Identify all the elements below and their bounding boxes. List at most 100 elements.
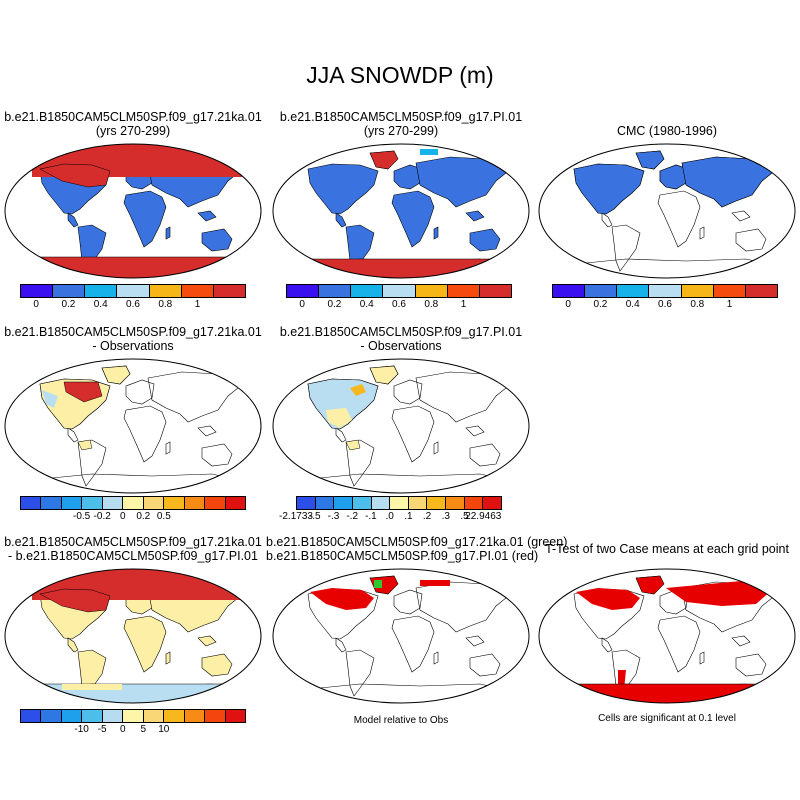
panel-7-title-line2: b.e21.B1850CAM5CLM50SP.f09_g17.PI.01 (re… bbox=[266, 549, 539, 563]
colorbar-tick-label: -0.2 bbox=[93, 511, 111, 522]
colorbar-swatch bbox=[164, 710, 185, 722]
colorbar-tick-label: .5 bbox=[460, 511, 469, 522]
colorbar-swatch bbox=[41, 497, 62, 509]
colorbar-swatch bbox=[352, 497, 372, 509]
panel-3-title: CMC (1980-1996) bbox=[536, 124, 798, 138]
colorbar-swatch bbox=[102, 710, 124, 722]
map-panel-8 bbox=[538, 568, 796, 704]
colorbar-swatch bbox=[351, 285, 384, 297]
colorbar-tick-label: 0.2 bbox=[593, 299, 608, 310]
colorbar-tick-label: 0.5 bbox=[156, 511, 171, 522]
colorbar-swatch bbox=[649, 285, 682, 297]
colorbar-tick-label: .2 bbox=[422, 511, 432, 522]
colorbar-tick-label: .0 bbox=[385, 511, 394, 522]
colorbar-ticks-panel-1: 0 0.2 0.4 0.6 0.8 1 bbox=[20, 299, 246, 313]
panel-8-title: T-Test of two Case means at each grid po… bbox=[536, 542, 798, 556]
colorbar-swatch bbox=[82, 497, 103, 509]
colorbar-swatch bbox=[319, 285, 352, 297]
colorbar-swatch bbox=[21, 497, 42, 509]
colorbar-tick-label: 0.6 bbox=[126, 299, 140, 310]
colorbar-swatch bbox=[143, 710, 165, 722]
panel-4-title-line1: b.e21.B1850CAM5CLM50SP.f09_g17.21ka.01 bbox=[4, 325, 262, 339]
colorbar-tick-label: 0.4 bbox=[359, 299, 374, 310]
colorbar-swatch bbox=[408, 497, 428, 509]
colorbar-swatch bbox=[681, 285, 714, 297]
colorbar-swatch bbox=[117, 285, 150, 297]
colorbar-tick-label: 0.8 bbox=[424, 299, 439, 310]
colorbar-swatch bbox=[213, 285, 245, 297]
colorbar-swatch bbox=[447, 285, 480, 297]
colorbar-swatch bbox=[371, 497, 391, 509]
antarctica-snow bbox=[21, 256, 253, 278]
colorbar-swatch bbox=[297, 497, 316, 509]
panel-1-title: b.e21.B1850CAM5CLM50SP.f09_g17.21ka.01 (… bbox=[2, 110, 264, 138]
map-panel-1 bbox=[4, 143, 262, 279]
colorbar-swatch bbox=[123, 497, 144, 509]
colorbar-tick-label: 0.2 bbox=[327, 299, 342, 310]
colorbar-swatch bbox=[225, 710, 245, 722]
colorbar-tick-label: 0.4 bbox=[93, 299, 108, 310]
colorbar-swatch bbox=[617, 285, 650, 297]
colorbar-swatch bbox=[53, 285, 86, 297]
colorbar-panel-6 bbox=[20, 709, 246, 723]
colorbar-swatch bbox=[85, 285, 118, 297]
colorbar-tick-label: -.5 bbox=[308, 511, 321, 522]
panel-2-title-line1: b.e21.B1850CAM5CLM50SP.f09_g17.PI.01 bbox=[279, 110, 523, 124]
colorbar-swatch bbox=[713, 285, 746, 297]
map-panel-7 bbox=[272, 568, 530, 704]
note-model-relative: Model relative to Obs bbox=[353, 715, 449, 726]
colorbar-tick-label: 0 bbox=[119, 724, 126, 735]
colorbar-swatch bbox=[184, 497, 206, 509]
colorbar-tick-label: 1 bbox=[194, 299, 201, 310]
colorbar-swatch bbox=[61, 497, 83, 509]
colorbar-tick-label: .3 bbox=[441, 511, 450, 522]
colorbar-tick-label: 0.6 bbox=[392, 299, 406, 310]
colorbar-swatch bbox=[143, 497, 165, 509]
panel-6-title: b.e21.B1850CAM5CLM50SP.f09_g17.21ka.01 -… bbox=[2, 535, 264, 563]
panel-1-title-line1: b.e21.B1850CAM5CLM50SP.f09_g17.21ka.01 bbox=[4, 110, 262, 124]
colorbar-panel-3 bbox=[552, 284, 778, 298]
colorbar-swatch bbox=[553, 285, 586, 297]
panel-3-title-line1: CMC (1980-1996) bbox=[616, 124, 718, 138]
colorbar-tick-label: 1 bbox=[460, 299, 467, 310]
colorbar-ticks-panel-2: 0 0.2 0.4 0.6 0.8 1 bbox=[286, 299, 512, 313]
globe-outline bbox=[4, 143, 262, 279]
colorbar-swatch bbox=[123, 710, 144, 722]
colorbar-swatch bbox=[585, 285, 618, 297]
colorbar-tick-label: 0.4 bbox=[625, 299, 640, 310]
colorbar-tick-label: 0.8 bbox=[690, 299, 705, 310]
colorbar-swatch bbox=[446, 497, 465, 509]
colorbar-tick-label: 0.6 bbox=[658, 299, 672, 310]
colorbar-tick-label: 22.9463 bbox=[465, 511, 502, 522]
colorbar-tick-label: -.1 bbox=[365, 511, 377, 522]
colorbar-swatch bbox=[479, 285, 511, 297]
colorbar-swatch bbox=[41, 710, 62, 722]
colorbar-swatch bbox=[464, 497, 484, 509]
note-significance: Cells are significant at 0.1 level bbox=[598, 713, 736, 724]
colorbar-swatch bbox=[287, 285, 320, 297]
colorbar-tick-label: 0 bbox=[565, 299, 571, 310]
colorbar-swatch bbox=[82, 710, 103, 722]
map-panel-3 bbox=[538, 143, 796, 279]
colorbar-swatch bbox=[315, 497, 335, 509]
colorbar-swatch bbox=[21, 285, 54, 297]
colorbar-swatch bbox=[181, 285, 214, 297]
colorbar-panel-2 bbox=[286, 284, 512, 298]
colorbar-swatch bbox=[149, 285, 182, 297]
colorbar-ticks-panel-3: 0 0.2 0.4 0.6 0.8 1 bbox=[552, 299, 778, 313]
colorbar-swatch bbox=[61, 710, 83, 722]
colorbar-tick-label: -0.5 bbox=[73, 511, 91, 522]
colorbar-swatch bbox=[164, 497, 185, 509]
colorbar-tick-label: .1 bbox=[404, 511, 413, 522]
colorbar-swatch bbox=[205, 497, 226, 509]
colorbar-swatch bbox=[745, 285, 777, 297]
colorbar-tick-label: -.3 bbox=[327, 511, 340, 522]
panel-4-title: b.e21.B1850CAM5CLM50SP.f09_g17.21ka.01 -… bbox=[2, 325, 264, 353]
colorbar-tick-label: -5 bbox=[97, 724, 107, 735]
panel-1-title-line2: (yrs 270-299) bbox=[95, 124, 171, 138]
map-panel-6 bbox=[4, 568, 262, 704]
map-panel-2 bbox=[272, 143, 530, 279]
panel-2-title-line2: (yrs 270-299) bbox=[363, 124, 439, 138]
panel-7-title-line1: b.e21.B1850CAM5CLM50SP.f09_g17.21ka.01 (… bbox=[266, 535, 568, 549]
colorbar-tick-label: 0 bbox=[33, 299, 39, 310]
